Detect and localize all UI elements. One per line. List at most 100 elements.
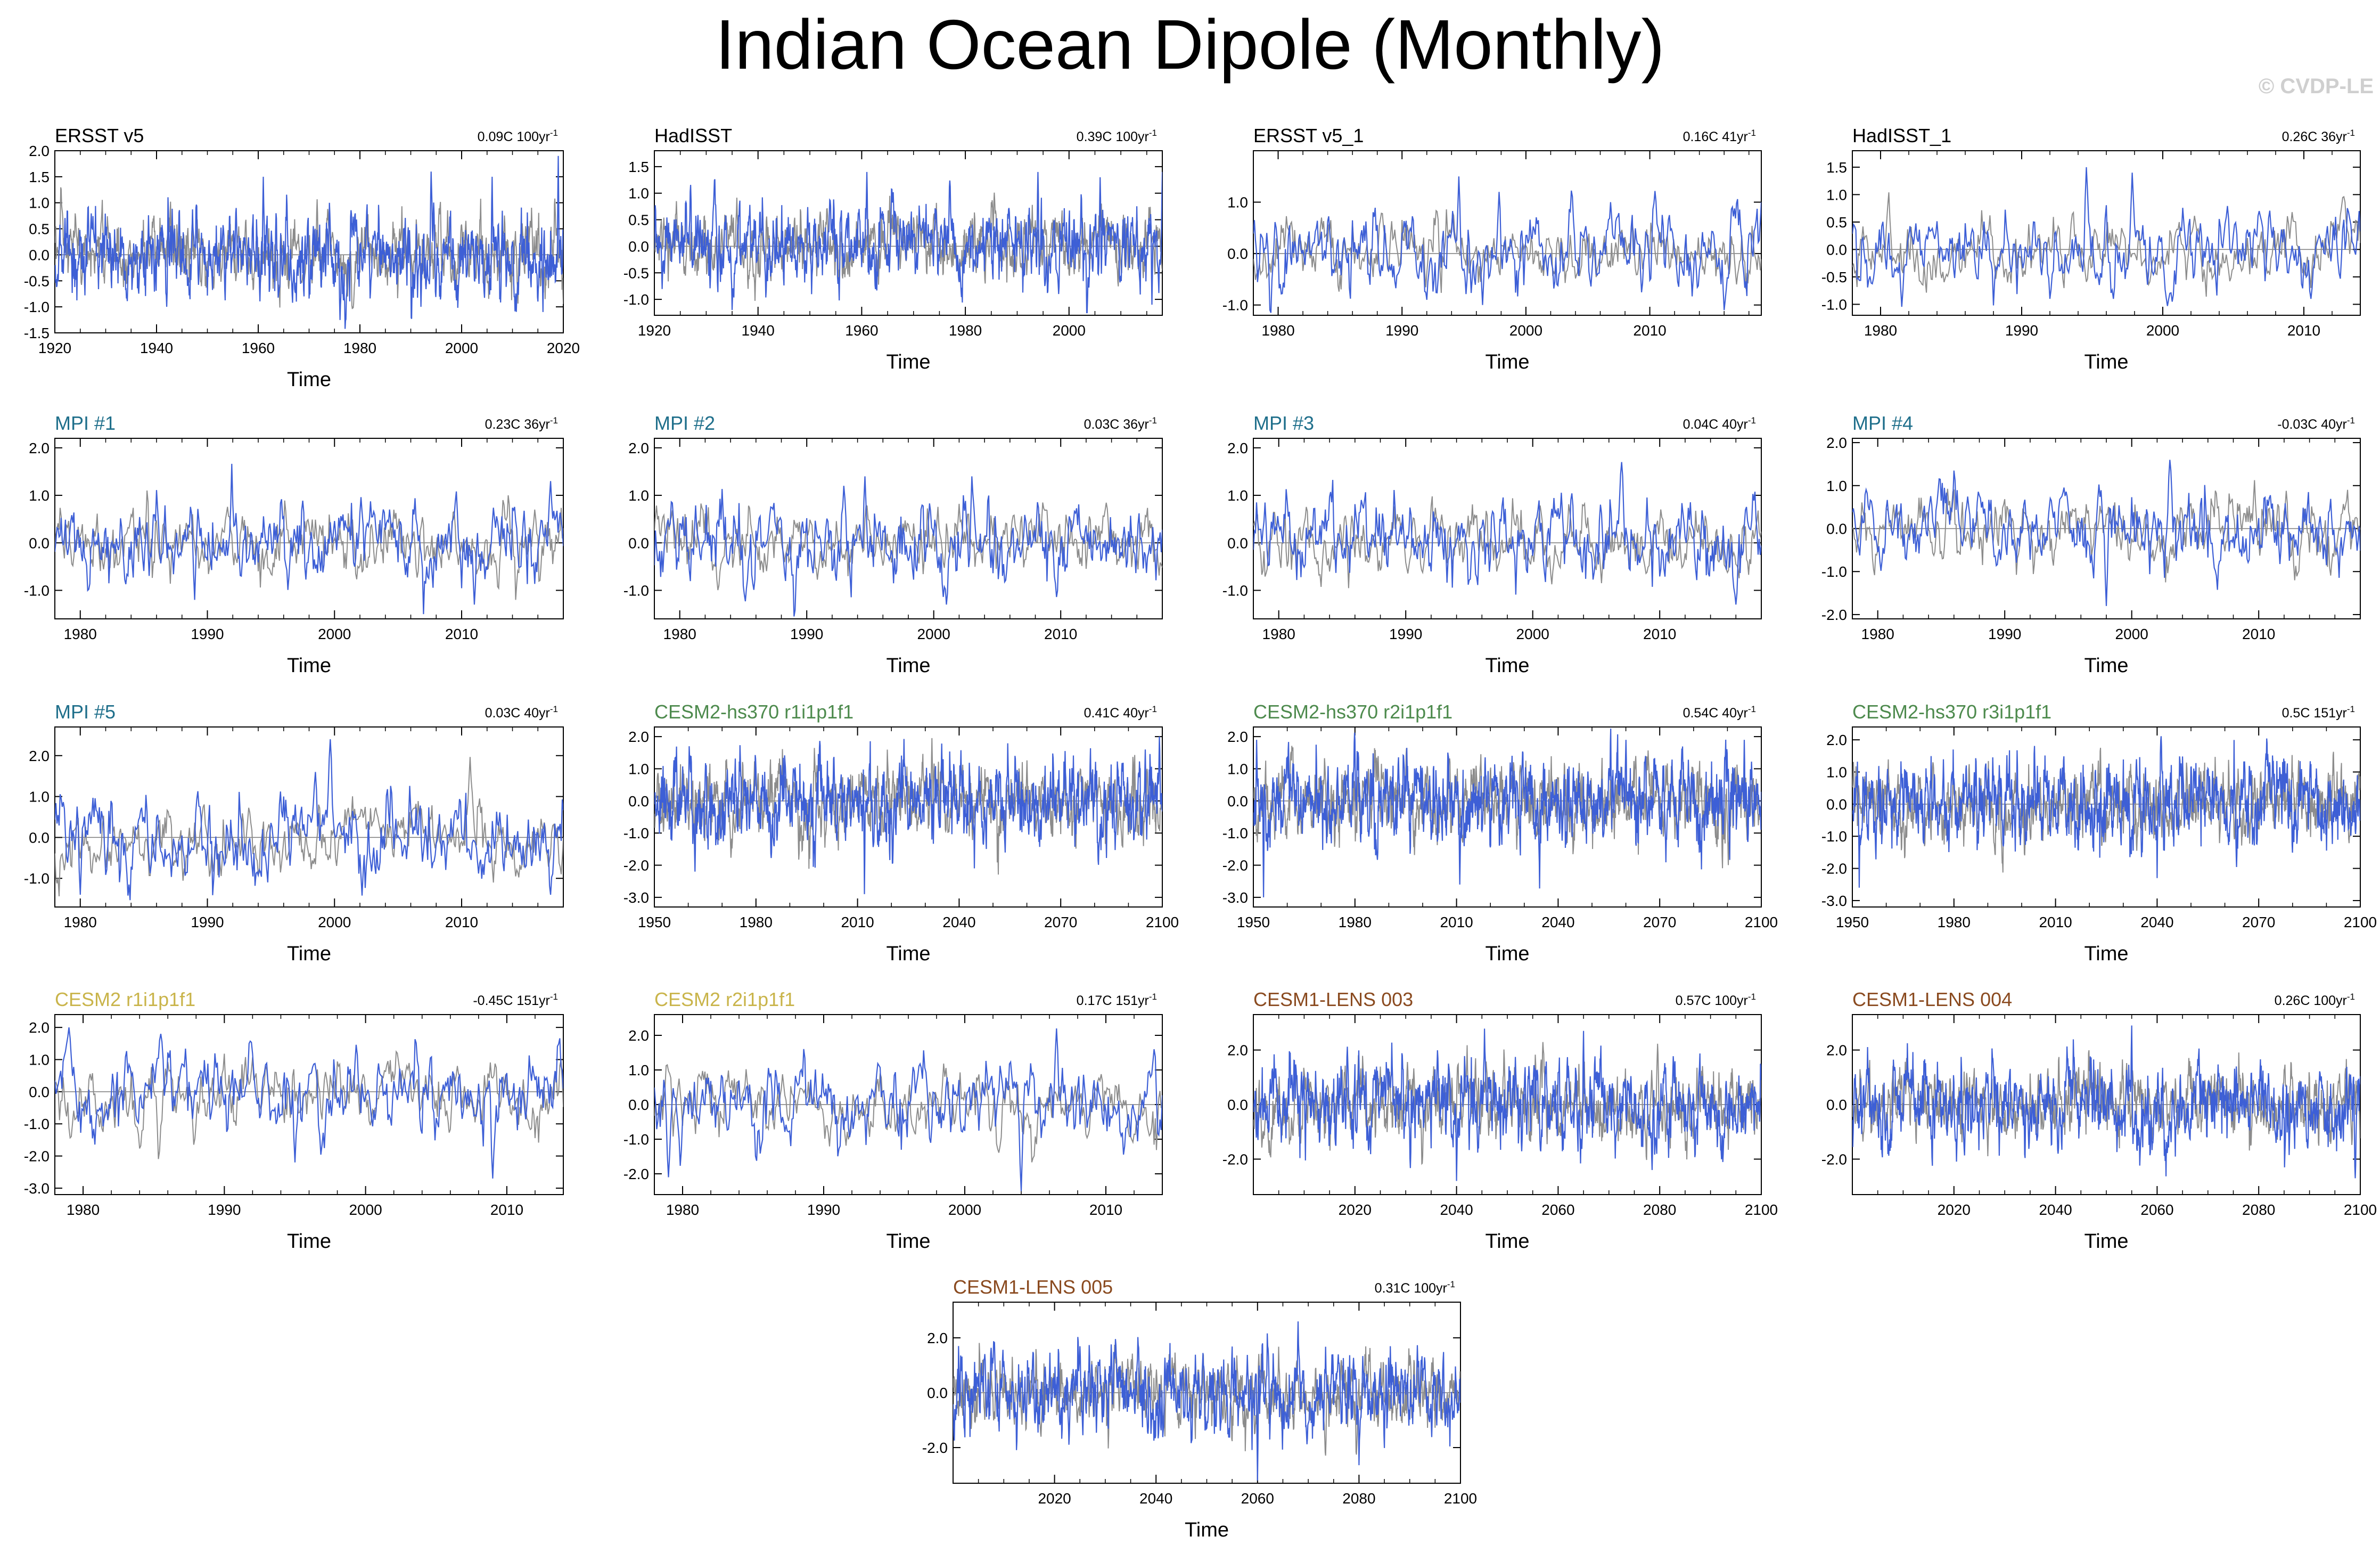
y-tick-label: 0.0: [29, 247, 50, 263]
y-tick-label: 2.0: [1227, 729, 1248, 745]
x-tick-label: 1980: [1864, 322, 1897, 339]
x-tick-label: 2010: [2039, 914, 2072, 930]
model-series-line: [55, 463, 563, 615]
y-tick-label: 1.0: [1227, 487, 1248, 504]
trend-label: 0.26C 36yr-1: [2282, 128, 2355, 144]
x-tick-label: 1920: [638, 322, 671, 339]
panel-3: 1980 1990 2000 2010 1.5 1.0 0.5 0.0 -0.5 -1.0 Time…: [1821, 125, 2361, 373]
y-tick-label: 1.0: [1826, 764, 1847, 781]
x-axis-title: Time: [2084, 1230, 2128, 1253]
x-tick-label: 1980: [740, 914, 773, 930]
panel-2: 1980 1990 2000 2010 1.0 0.0 -1.0 Time ERSST v5_1…: [1222, 125, 1762, 373]
trend-label: 0.54C 40yr-1: [1683, 704, 1756, 721]
y-tick-label: -1.0: [1222, 825, 1248, 841]
x-tick-label: 2100: [1444, 1490, 1477, 1507]
panel-6: 1980 1990 2000 2010 2.0 1.0 0.0 -1.0 Time MPI #3 0…: [1222, 412, 1762, 677]
y-tick-label: 2.0: [628, 440, 649, 456]
y-tick-label: 0.5: [1826, 214, 1847, 231]
panel-title: CESM1-LENS 004: [1852, 988, 2012, 1010]
x-tick-label: 1980: [1861, 626, 1894, 642]
model-series-line: [1253, 1028, 1761, 1181]
x-tick-label: 2020: [1339, 1202, 1372, 1218]
x-tick-label: 1980: [666, 1202, 699, 1218]
x-tick-label: 2010: [1089, 1202, 1122, 1218]
y-tick-label: -1.0: [1222, 582, 1248, 599]
x-tick-label: 1990: [790, 626, 823, 642]
x-tick-label: 2040: [1541, 914, 1574, 930]
x-tick-label: 1980: [64, 914, 97, 930]
y-tick-label: -1.0: [24, 582, 50, 599]
panel-4: 1980 1990 2000 2010 2.0 1.0 0.0 -1.0 Time MPI #1 0…: [24, 412, 564, 677]
x-tick-label: 2010: [841, 914, 874, 930]
x-tick-label: 2020: [547, 340, 580, 356]
y-tick-label: 2.0: [29, 440, 50, 456]
x-tick-label: 1990: [1389, 626, 1422, 642]
x-axis-title: Time: [287, 369, 331, 391]
y-tick-label: -1.0: [623, 825, 649, 841]
y-tick-label: 2.0: [1826, 732, 1847, 748]
x-axis-title: Time: [1485, 1230, 1529, 1253]
panel-14: 2020 2040 2060 2080 2100 2.0 0.0 -2.0 Time CESM1-…: [1222, 988, 1778, 1253]
x-tick-label: 2010: [1643, 626, 1676, 642]
x-tick-label: 1990: [2005, 322, 2038, 339]
y-tick-label: -2.0: [623, 1166, 649, 1182]
trend-label: 0.31C 100yr-1: [1375, 1279, 1455, 1296]
panel-13: 1980 1990 2000 2010 2.0 1.0 0.0 -1.0 -2.0 Time CES…: [623, 988, 1163, 1253]
y-tick-label: -1.0: [1222, 297, 1248, 314]
trend-label: 0.5C 151yr-1: [2282, 704, 2355, 721]
y-tick-label: -1.5: [24, 325, 50, 341]
y-tick-label: 2.0: [29, 1019, 50, 1036]
y-tick-label: 1.0: [1227, 761, 1248, 777]
x-tick-label: 2070: [1044, 914, 1077, 930]
panel-title: MPI #1: [55, 412, 116, 434]
x-tick-label: 2080: [2242, 1202, 2275, 1218]
y-tick-label: 0.0: [1826, 521, 1847, 537]
x-axis-title: Time: [886, 351, 930, 373]
panel-11: 1950 1980 2010 2040 2070 2100 2.0 1.0 0.0 -1.0 -2.…: [1821, 701, 2377, 965]
x-axis-title: Time: [886, 943, 930, 965]
x-axis-title: Time: [2084, 943, 2128, 965]
x-tick-label: 2080: [1342, 1490, 1375, 1507]
panel-title: CESM2 r2i1p1f1: [654, 988, 795, 1010]
model-series-line: [1852, 1025, 2360, 1179]
x-tick-label: 2100: [2344, 1202, 2377, 1218]
trend-label: 0.41C 40yr-1: [1084, 704, 1157, 721]
panel-title: MPI #4: [1852, 412, 1913, 434]
y-tick-label: -2.0: [1821, 607, 1847, 623]
x-tick-label: 2040: [942, 914, 975, 930]
x-tick-label: 2010: [1633, 322, 1666, 339]
x-tick-label: 1980: [1339, 914, 1372, 930]
y-tick-label: 1.0: [29, 789, 50, 805]
panel-title: HadISST: [654, 125, 732, 146]
x-tick-label: 1920: [38, 340, 71, 356]
x-tick-label: 1950: [1836, 914, 1869, 930]
panel-title: HadISST_1: [1852, 125, 1951, 146]
x-tick-label: 1960: [845, 322, 878, 339]
y-tick-label: -2.0: [1821, 861, 1847, 877]
y-tick-label: -2.0: [623, 857, 649, 874]
x-tick-label: 2000: [349, 1202, 382, 1218]
x-tick-label: 2010: [2287, 322, 2320, 339]
x-axis-title: Time: [886, 1230, 930, 1253]
x-tick-label: 2100: [1745, 1202, 1778, 1218]
x-tick-label: 2000: [445, 340, 478, 356]
y-tick-label: 1.0: [1826, 478, 1847, 494]
x-tick-label: 2010: [1440, 914, 1473, 930]
x-tick-label: 2000: [1509, 322, 1542, 339]
x-tick-label: 2040: [2039, 1202, 2072, 1218]
trend-label: -0.03C 40yr-1: [2277, 415, 2355, 432]
x-tick-label: 1990: [1988, 626, 2021, 642]
y-tick-label: -3.0: [24, 1180, 50, 1197]
x-tick-label: 2000: [1516, 626, 1549, 642]
trend-label: 0.26C 100yr-1: [2275, 992, 2355, 1008]
x-tick-label: 2000: [948, 1202, 981, 1218]
trend-label: 0.39C 100yr-1: [1077, 128, 1157, 144]
y-tick-label: 2.0: [927, 1330, 948, 1346]
y-tick-label: 1.5: [29, 169, 50, 185]
observation-series-line: [654, 502, 1162, 591]
y-tick-label: 1.5: [1826, 159, 1847, 176]
x-axis-title: Time: [1185, 1519, 1229, 1541]
y-tick-label: 0.0: [628, 1097, 649, 1113]
panel-title: CESM2-hs370 r3i1p1f1: [1852, 701, 2051, 723]
y-tick-label: 2.0: [628, 1027, 649, 1044]
